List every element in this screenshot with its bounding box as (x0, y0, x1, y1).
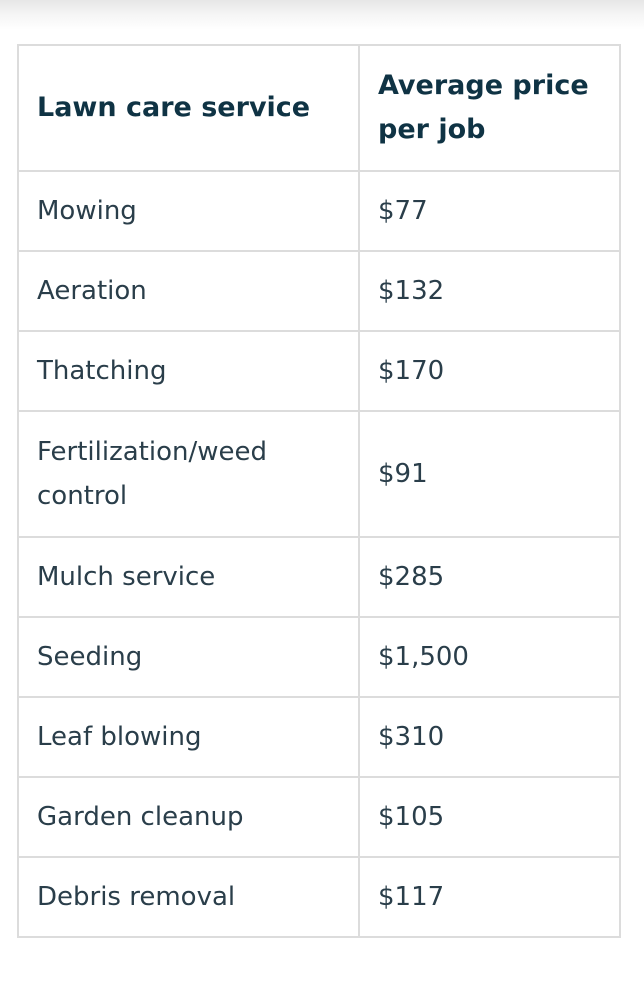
price-table-container: Lawn care service Average price per job … (17, 44, 621, 938)
table-row: Garden cleanup $105 (17, 776, 621, 858)
service-cell: Fertilization/weed control (17, 410, 360, 538)
table-header-row: Lawn care service Average price per job (17, 44, 621, 172)
price-cell: $1,500 (358, 616, 621, 698)
price-table: Lawn care service Average price per job … (17, 44, 621, 938)
header-price: Average price per job (358, 44, 621, 172)
service-cell: Debris removal (17, 856, 360, 938)
service-cell: Leaf blowing (17, 696, 360, 778)
price-cell: $132 (358, 250, 621, 332)
table-row: Seeding $1,500 (17, 616, 621, 698)
top-shadow (0, 0, 644, 30)
price-cell: $285 (358, 536, 621, 618)
price-cell: $105 (358, 776, 621, 858)
price-cell: $170 (358, 330, 621, 412)
price-cell: $117 (358, 856, 621, 938)
table-row: Thatching $170 (17, 330, 621, 412)
service-cell: Mowing (17, 170, 360, 252)
price-cell: $310 (358, 696, 621, 778)
service-cell: Seeding (17, 616, 360, 698)
price-cell: $91 (358, 410, 621, 538)
header-service: Lawn care service (17, 44, 360, 172)
table-row: Aeration $132 (17, 250, 621, 332)
table-row: Mowing $77 (17, 170, 621, 252)
table-row: Fertilization/weed control $91 (17, 410, 621, 538)
service-cell: Thatching (17, 330, 360, 412)
price-cell: $77 (358, 170, 621, 252)
service-cell: Mulch service (17, 536, 360, 618)
table-row: Mulch service $285 (17, 536, 621, 618)
table-row: Debris removal $117 (17, 856, 621, 938)
table-row: Leaf blowing $310 (17, 696, 621, 778)
service-cell: Aeration (17, 250, 360, 332)
service-cell: Garden cleanup (17, 776, 360, 858)
